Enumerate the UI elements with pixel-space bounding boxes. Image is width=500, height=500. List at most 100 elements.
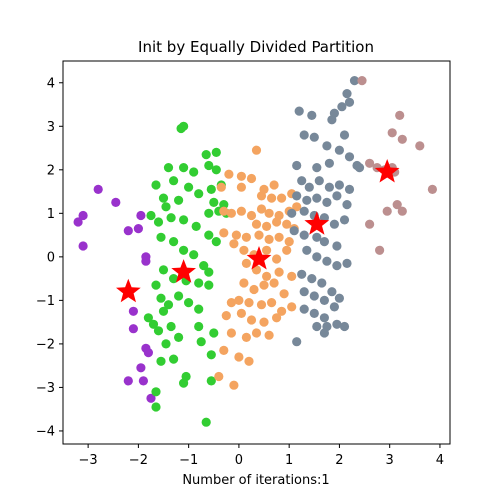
y-tick-label: 2 — [47, 163, 55, 178]
data-point — [344, 97, 355, 107]
data-point — [302, 195, 312, 205]
data-point — [332, 191, 342, 201]
data-point — [158, 265, 169, 275]
data-point — [143, 348, 153, 358]
data-point — [365, 219, 375, 229]
y-tick-label: 1 — [47, 207, 55, 222]
data-point — [246, 173, 257, 184]
data-point — [161, 202, 171, 212]
data-point — [234, 352, 244, 362]
x-tick-label: 3 — [386, 453, 394, 468]
data-point — [236, 171, 246, 181]
data-point — [309, 291, 319, 301]
data-point — [151, 280, 161, 290]
data-point — [259, 280, 269, 290]
data-point — [231, 230, 241, 240]
data-point — [309, 132, 319, 142]
data-point — [312, 193, 322, 203]
data-point — [236, 308, 246, 318]
data-point — [415, 141, 425, 151]
x-tick-label: 2 — [335, 453, 343, 468]
plot-frame — [62, 60, 451, 445]
data-point — [319, 328, 329, 338]
data-point — [262, 221, 272, 231]
data-point — [111, 197, 121, 207]
data-point — [156, 232, 166, 242]
data-point — [166, 321, 176, 332]
data-point — [158, 193, 169, 203]
data-point — [153, 217, 164, 227]
data-point — [299, 304, 309, 314]
data-point — [277, 306, 287, 316]
data-point — [156, 356, 166, 366]
data-point — [138, 376, 148, 386]
data-point — [93, 184, 103, 194]
data-point — [219, 345, 229, 355]
data-point — [319, 237, 329, 247]
data-point — [236, 182, 246, 192]
data-point — [251, 145, 262, 155]
data-point — [219, 200, 229, 210]
data-point — [194, 304, 204, 314]
x-tick-label: −2 — [129, 453, 148, 468]
data-point — [236, 206, 246, 216]
data-point — [169, 176, 179, 186]
data-point — [166, 213, 176, 223]
data-point — [151, 180, 161, 190]
data-point — [179, 121, 189, 131]
data-point — [319, 313, 329, 323]
data-point — [169, 274, 179, 284]
data-point — [272, 313, 282, 323]
data-point — [169, 237, 179, 247]
data-point — [262, 271, 272, 281]
data-point — [251, 219, 262, 229]
data-point — [184, 298, 194, 308]
x-tick-label: 0 — [235, 453, 243, 468]
y-tick-label: 3 — [47, 120, 55, 135]
data-point — [153, 326, 164, 336]
data-point — [246, 210, 257, 221]
data-point — [161, 339, 171, 349]
data-point — [204, 208, 214, 218]
data-point — [272, 217, 282, 227]
data-point — [375, 245, 385, 255]
data-point — [365, 158, 375, 168]
data-point — [241, 332, 251, 342]
data-point — [312, 163, 322, 173]
data-point — [349, 76, 360, 86]
data-point — [246, 315, 257, 325]
data-point — [174, 291, 184, 301]
data-point — [334, 293, 344, 303]
data-point — [312, 232, 322, 242]
data-point — [128, 306, 138, 316]
y-tick-label: −1 — [36, 294, 55, 309]
data-point — [342, 89, 352, 99]
data-point — [297, 176, 307, 186]
data-point — [282, 245, 292, 255]
x-tick-label: 4 — [436, 453, 444, 468]
data-point — [219, 206, 229, 216]
y-axis-ticks: −4 −3 −2 −1 0 1 2 3 4 — [36, 76, 63, 439]
centroid-star — [171, 259, 196, 283]
data-point — [169, 354, 179, 364]
y-tick-label: −4 — [36, 424, 55, 439]
data-point — [262, 245, 272, 255]
data-point — [181, 371, 191, 382]
data-point — [279, 289, 289, 299]
data-point — [294, 106, 304, 116]
data-point — [196, 337, 206, 347]
data-point — [219, 228, 229, 238]
data-point — [133, 224, 143, 234]
data-point — [194, 189, 204, 199]
data-point — [229, 239, 239, 249]
data-point — [204, 267, 214, 277]
data-point — [204, 280, 214, 290]
data-point — [226, 328, 236, 338]
data-point — [339, 215, 350, 225]
data-point — [309, 308, 319, 318]
data-point — [332, 261, 342, 271]
data-point — [387, 128, 397, 138]
data-point — [395, 110, 405, 120]
data-point — [264, 330, 274, 340]
y-tick-label: −2 — [36, 337, 55, 352]
